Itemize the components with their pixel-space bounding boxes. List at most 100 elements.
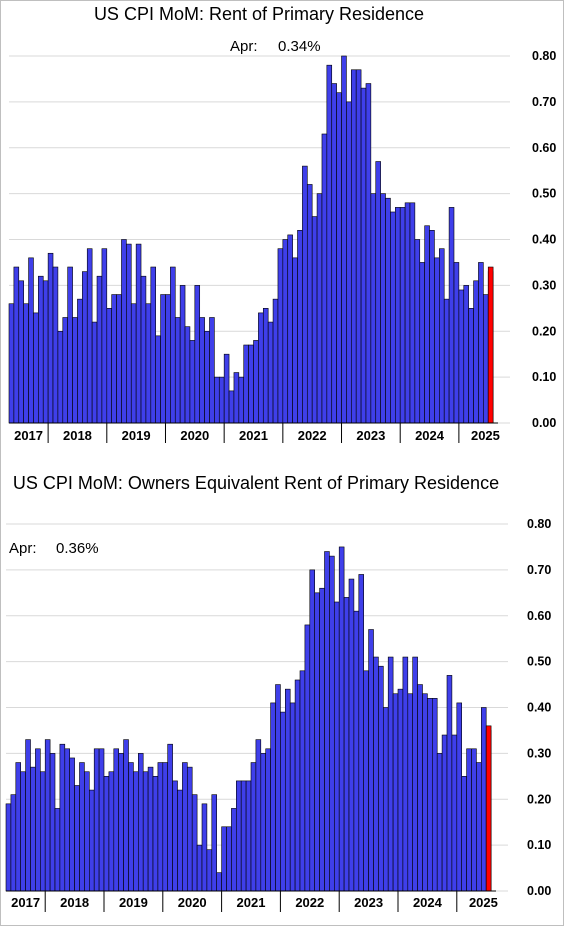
y-tick-label: 0.60 bbox=[527, 609, 551, 623]
bar bbox=[89, 789, 95, 892]
bar bbox=[201, 803, 208, 892]
bar bbox=[250, 762, 257, 892]
bar bbox=[74, 785, 80, 892]
bar bbox=[387, 656, 394, 892]
x-tick-label: 2020 bbox=[178, 895, 207, 910]
bar bbox=[350, 69, 357, 424]
bar bbox=[316, 193, 323, 424]
bar bbox=[106, 308, 112, 424]
bar bbox=[378, 665, 384, 892]
bar bbox=[15, 762, 22, 892]
bar bbox=[441, 734, 448, 892]
y-axis-ticks: 0.00 0.10 0.20 0.30 0.40 0.50 0.60 0.70 0.80 bbox=[527, 517, 551, 898]
bar bbox=[336, 92, 342, 424]
bar bbox=[138, 753, 144, 892]
bar bbox=[33, 312, 39, 424]
bar bbox=[304, 624, 311, 892]
bar bbox=[370, 193, 377, 424]
bar bbox=[206, 849, 213, 892]
bar bbox=[98, 748, 105, 892]
bar bbox=[358, 574, 364, 892]
bar bbox=[199, 317, 205, 424]
y-tick-label: 0.60 bbox=[532, 141, 556, 155]
bar bbox=[476, 762, 482, 892]
bar bbox=[238, 376, 245, 424]
bar bbox=[326, 64, 333, 424]
bar bbox=[111, 294, 117, 424]
y-tick-label: 0.70 bbox=[527, 563, 551, 577]
bar bbox=[23, 303, 29, 424]
bar bbox=[62, 317, 68, 424]
bar bbox=[108, 771, 115, 892]
bar bbox=[147, 766, 154, 892]
bar bbox=[236, 780, 242, 892]
bar bbox=[187, 766, 193, 892]
bar bbox=[18, 280, 24, 424]
bar bbox=[404, 202, 411, 424]
bar bbox=[248, 344, 254, 424]
bar bbox=[165, 294, 171, 424]
bar bbox=[292, 257, 298, 424]
bar bbox=[47, 252, 54, 424]
bar bbox=[91, 321, 98, 424]
bar bbox=[214, 376, 220, 424]
bar bbox=[275, 684, 281, 892]
bar bbox=[20, 771, 26, 892]
bar bbox=[309, 569, 315, 892]
bar bbox=[64, 748, 71, 892]
bar bbox=[355, 69, 362, 424]
x-tick-label: 2021 bbox=[237, 895, 266, 910]
bar bbox=[375, 161, 381, 424]
bar bbox=[267, 321, 274, 424]
bar bbox=[189, 340, 196, 424]
bar bbox=[86, 248, 93, 424]
bar bbox=[240, 780, 247, 892]
bar bbox=[243, 344, 249, 424]
bar bbox=[96, 275, 103, 424]
bar bbox=[395, 207, 401, 424]
bar bbox=[42, 280, 49, 424]
bar bbox=[265, 748, 271, 892]
bar bbox=[333, 601, 340, 892]
y-tick-label: 0.70 bbox=[532, 95, 556, 109]
bar bbox=[368, 629, 374, 892]
bar bbox=[380, 193, 386, 424]
bar bbox=[297, 230, 303, 424]
bar bbox=[123, 739, 129, 892]
bar bbox=[282, 239, 289, 424]
y-tick-label: 0.80 bbox=[532, 49, 556, 63]
bar bbox=[253, 340, 259, 424]
bar bbox=[458, 289, 465, 424]
bar bbox=[321, 133, 328, 424]
bar bbox=[162, 762, 169, 892]
bar bbox=[311, 216, 318, 424]
bar bbox=[429, 230, 435, 424]
bar bbox=[49, 753, 56, 892]
y-tick-label: 0.40 bbox=[532, 233, 556, 247]
bar bbox=[30, 766, 36, 892]
bar bbox=[480, 707, 487, 892]
bar bbox=[451, 734, 458, 892]
bar bbox=[419, 262, 425, 424]
x-tick-label: 2025 bbox=[471, 428, 500, 443]
x-tick-label: 2017 bbox=[11, 895, 40, 910]
bar bbox=[179, 285, 186, 424]
bar bbox=[258, 312, 264, 424]
bar bbox=[402, 656, 409, 892]
bar bbox=[468, 308, 474, 424]
bar bbox=[399, 207, 406, 424]
x-tick-label: 2018 bbox=[60, 895, 89, 910]
bar bbox=[82, 271, 88, 424]
bar bbox=[373, 656, 379, 892]
bar bbox=[145, 303, 152, 424]
bar bbox=[306, 184, 313, 424]
bar bbox=[353, 610, 360, 892]
bar bbox=[284, 688, 291, 892]
bar bbox=[478, 262, 484, 424]
bar bbox=[360, 87, 367, 424]
bar bbox=[221, 826, 227, 892]
bar bbox=[57, 330, 64, 424]
y-tick-label: 0.50 bbox=[527, 655, 551, 669]
bar bbox=[191, 794, 198, 892]
